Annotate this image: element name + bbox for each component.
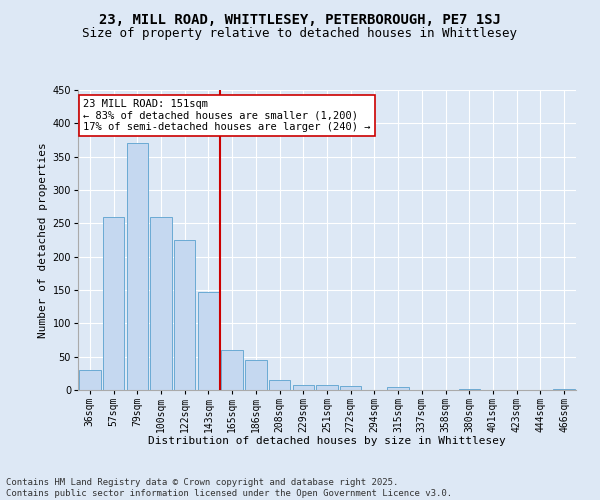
Text: Size of property relative to detached houses in Whittlesey: Size of property relative to detached ho…: [83, 28, 517, 40]
Text: 23 MILL ROAD: 151sqm
← 83% of detached houses are smaller (1,200)
17% of semi-de: 23 MILL ROAD: 151sqm ← 83% of detached h…: [83, 99, 370, 132]
Bar: [79, 370, 101, 390]
X-axis label: Distribution of detached houses by size in Whittlesey: Distribution of detached houses by size …: [148, 436, 506, 446]
Y-axis label: Number of detached properties: Number of detached properties: [38, 142, 48, 338]
Text: Contains HM Land Registry data © Crown copyright and database right 2025.
Contai: Contains HM Land Registry data © Crown c…: [6, 478, 452, 498]
Bar: [269, 380, 290, 390]
Bar: [388, 386, 409, 390]
Bar: [151, 216, 172, 390]
Bar: [127, 144, 148, 390]
Bar: [245, 360, 266, 390]
Bar: [221, 350, 243, 390]
Bar: [553, 388, 575, 390]
Bar: [458, 388, 480, 390]
Bar: [293, 384, 314, 390]
Bar: [198, 292, 219, 390]
Bar: [174, 240, 196, 390]
Bar: [103, 216, 124, 390]
Text: 23, MILL ROAD, WHITTLESEY, PETERBOROUGH, PE7 1SJ: 23, MILL ROAD, WHITTLESEY, PETERBOROUGH,…: [99, 12, 501, 26]
Bar: [316, 384, 338, 390]
Bar: [340, 386, 361, 390]
